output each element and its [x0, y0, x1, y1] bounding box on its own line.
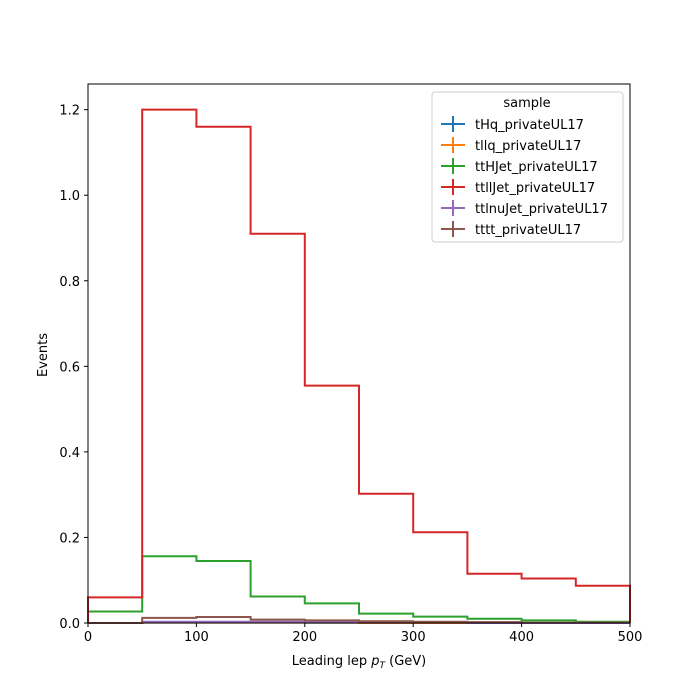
x-axis-title: Leading lep pT (GeV) — [292, 654, 426, 671]
plot-area — [87, 83, 631, 624]
legend-title: sample — [503, 96, 550, 111]
y-axis-title: Events — [36, 333, 51, 377]
x-tick-label: 400 — [509, 630, 534, 645]
x-tick-label: 500 — [618, 630, 643, 645]
x-tick-label: 300 — [401, 630, 426, 645]
y-tick-label: 0.4 — [59, 446, 80, 461]
y-axis: 0.0 0.2 0.4 0.6 0.8 1.0 1.2 — [59, 104, 88, 632]
legend-label: tllq_privateUL17 — [475, 139, 581, 154]
y-tick-label: 1.0 — [59, 189, 80, 204]
legend-entry: ttHJet_privateUL17 — [441, 158, 598, 175]
legend-box — [431, 91, 624, 243]
legend-entry: tHq_privateUL17 — [441, 116, 584, 133]
legend-label: tHq_privateUL17 — [475, 118, 584, 133]
x-tick-label: 100 — [184, 630, 209, 645]
series-line-ttllJet_privateUL17 — [87, 108, 631, 623]
legend-entry: ttlnuJet_privateUL17 — [441, 200, 608, 217]
legend: sample tHq_privateUL17 tllq_privateUL17tt… — [431, 91, 624, 243]
axes-frame — [87, 83, 631, 624]
legend-label: tttt_privateUL17 — [475, 223, 581, 238]
x-tick-label: 0 — [84, 630, 92, 645]
legend-label: ttHJet_privateUL17 — [475, 160, 598, 175]
legend-entry: ttllJet_privateUL17 — [441, 179, 595, 196]
x-tick-label: 200 — [292, 630, 317, 645]
y-tick-label: 0.6 — [59, 360, 80, 375]
series-line-ttHJet_privateUL17 — [87, 555, 631, 623]
y-tick-label: 0.8 — [59, 275, 80, 290]
legend-entry: tttt_privateUL17 — [441, 221, 581, 238]
y-tick-label: 1.2 — [59, 104, 80, 119]
legend-label: ttllJet_privateUL17 — [475, 181, 595, 196]
x-axis: 0 100 200 300 400 500 — [84, 623, 643, 645]
y-tick-label: 0.0 — [59, 617, 80, 632]
legend-label: ttlnuJet_privateUL17 — [475, 202, 608, 217]
legend-entry: tllq_privateUL17 — [441, 137, 581, 154]
y-tick-label: 0.2 — [59, 531, 80, 546]
